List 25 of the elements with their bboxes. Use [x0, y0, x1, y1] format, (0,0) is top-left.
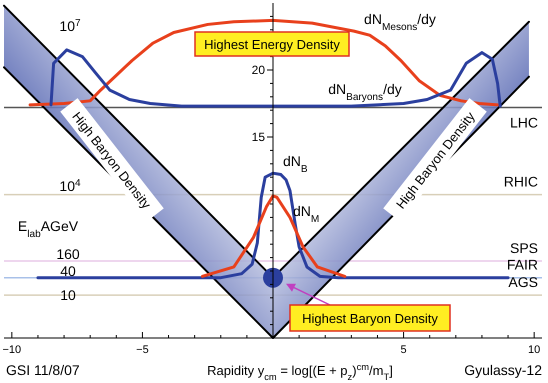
ref-line-label: FAIR [506, 256, 538, 273]
y-tick-label: 15 [252, 130, 266, 144]
annotation: dN$_{Baryons}$/dy [328, 81, 402, 102]
x-tick-label: 10 [528, 344, 540, 356]
text: Rapidity y$_{cm}$ = log[(E + p$_{z}$)$^{cm}$/m$_{T}$] [207, 362, 393, 382]
ref-line-label: AGS [508, 274, 538, 290]
annotation: 10$^{7}$ [59, 18, 81, 34]
annotation: dN$_{Mesons}$/dy [364, 11, 436, 32]
ref-line-label: SPS [510, 240, 538, 256]
annotation: Highest Baryon Density [302, 311, 438, 326]
text: GSI 11/8/07 [6, 362, 80, 378]
x-tick-label: −10 [2, 344, 22, 356]
annotation: dN$_{B}$ [283, 153, 308, 174]
ref-line-label: RHIC [504, 174, 538, 190]
annotation: Highest Energy Density [204, 37, 340, 52]
x-tick-label: −5 [136, 344, 149, 356]
ref-line-label: LHC [510, 114, 538, 131]
text: Gyulassy-12 [464, 362, 542, 378]
annotation: 10 [60, 287, 76, 303]
y-tick-label: 20 [252, 63, 266, 77]
annotation: E$_{lab}$AGeV [18, 218, 79, 240]
annotation: 40 [60, 263, 76, 279]
annotation: 160 [56, 246, 80, 262]
x-tick-label: 5 [400, 344, 407, 356]
annotation: 10$^{4}$ [59, 178, 81, 194]
